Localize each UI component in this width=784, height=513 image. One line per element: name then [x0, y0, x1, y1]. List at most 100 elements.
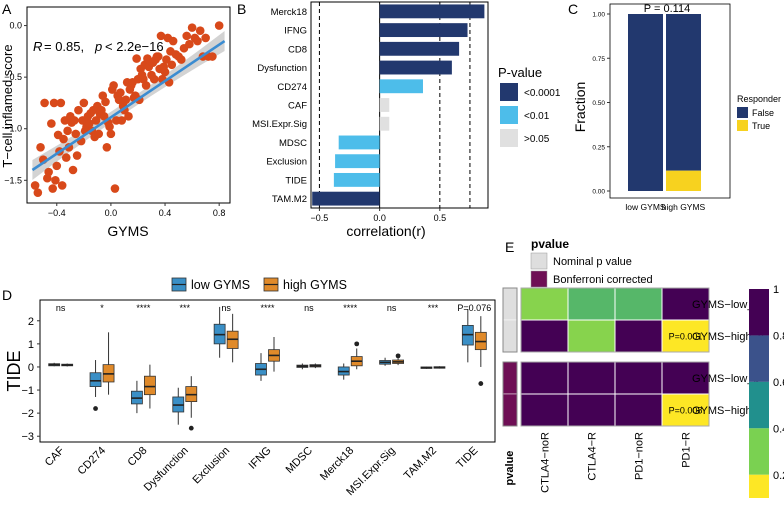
row-annotation-cell	[502, 393, 518, 427]
heatmap-cell	[520, 393, 569, 427]
category-label: CD8	[288, 44, 307, 55]
panel-a-scatter: −0.4 0.0 0.4 0.8 0.0−0.5−1.0−1.5 R = 0.85, …	[0, 6, 231, 239]
bar-true-segment	[666, 170, 701, 191]
data-point	[162, 55, 171, 64]
y-tick-label: −1.0	[4, 124, 22, 134]
data-point	[47, 119, 56, 128]
panel-e-heatmap: pvalue Nominal p value Bonferroni correct…	[502, 237, 784, 498]
panel-b-legend-title: P-value	[498, 65, 542, 80]
panel-a-xlabel: GYMS	[107, 223, 148, 239]
legend-label: True	[752, 121, 770, 131]
significance-label: ***	[180, 303, 191, 313]
data-point	[201, 33, 210, 43]
panel-a-r-value: = 0.85,	[44, 39, 84, 54]
heatmap-cell	[661, 287, 710, 321]
data-point	[30, 181, 40, 190]
category-label: CAF	[288, 101, 307, 112]
heatmap-cell	[520, 361, 569, 395]
data-point	[91, 116, 101, 125]
legend-swatch	[530, 252, 548, 270]
heatmap-cell	[661, 361, 710, 395]
x-tick-label: 0.0	[105, 208, 118, 218]
data-point	[109, 81, 118, 90]
panel-a-p-value: < 2.2e−16	[105, 39, 164, 54]
x-tick-label: 0.4	[159, 208, 172, 218]
data-point	[51, 176, 60, 185]
colorbar-tick-label: 0.8	[773, 330, 784, 342]
heatmap-cell	[520, 287, 569, 321]
colorbar-tick-label: 1	[773, 284, 779, 296]
heatmap-cell	[614, 393, 663, 427]
significance-label: ns	[56, 303, 66, 313]
data-point	[70, 116, 79, 125]
y-tick-label: 0	[28, 362, 34, 374]
legend-swatch	[737, 120, 748, 131]
y-tick-label: 1.00	[592, 12, 605, 19]
data-point	[52, 161, 62, 171]
data-point	[214, 21, 224, 30]
data-point	[56, 98, 66, 108]
correlation-bar	[379, 98, 390, 112]
category-label: IFNG	[284, 26, 307, 37]
y-tick-label: 1	[28, 339, 34, 351]
heatmap-cell	[614, 319, 663, 353]
significance-label: P=0.076	[457, 303, 491, 313]
correlation-bar	[338, 135, 380, 150]
heatmap-group-border	[520, 361, 710, 427]
data-point	[117, 116, 127, 125]
data-point	[121, 95, 131, 105]
colorbar-segment	[749, 474, 769, 498]
legend-label: low GYMS	[191, 278, 250, 292]
panel-d-ylabel: TIDE	[4, 350, 24, 391]
data-point	[79, 98, 89, 108]
data-point	[156, 31, 166, 41]
heatmap-cell	[614, 361, 663, 395]
data-point	[116, 88, 125, 97]
category-label: CAF	[43, 444, 67, 468]
data-point	[101, 97, 110, 107]
category-label: MDSC	[279, 138, 307, 149]
row-annotation-group-border	[502, 287, 518, 353]
data-point	[167, 60, 177, 70]
data-point	[141, 81, 151, 90]
column-label: PD1−noR	[634, 432, 646, 480]
x-tick-label: −0.4	[48, 208, 66, 218]
legend-label: <0.01	[524, 111, 550, 122]
row-label: GYMS−high_p	[692, 331, 764, 343]
legend-swatch	[500, 83, 518, 101]
legend-swatch	[737, 107, 748, 118]
y-tick-label: −1	[21, 385, 34, 397]
data-point	[208, 52, 217, 61]
data-point	[160, 67, 170, 77]
category-label: MSI.Expr.Sig	[252, 119, 307, 130]
category-label: IFNG	[247, 445, 274, 472]
data-point	[114, 95, 124, 105]
category-label: low GYMS	[625, 202, 665, 212]
category-label: CD8	[125, 445, 149, 469]
category-label: TAM.M2	[402, 445, 439, 482]
data-point	[105, 122, 114, 131]
row-label: GYMS−low_b	[692, 373, 760, 385]
y-tick-label: 0.75	[592, 56, 605, 63]
significance-label: ns	[304, 303, 314, 313]
data-point	[193, 36, 202, 46]
correlation-bar	[335, 154, 380, 169]
category-label: Exclusion	[266, 157, 307, 168]
y-tick-label: −2	[21, 408, 34, 420]
significance-label: ns	[387, 303, 397, 313]
column-label: CTLA4−noR	[540, 432, 552, 493]
panel-letter-c: C	[568, 1, 578, 17]
significance-label: ns	[221, 303, 231, 313]
category-label: TIDE	[454, 445, 480, 471]
box-body	[144, 375, 156, 396]
box-outlier	[93, 406, 98, 411]
category-label: CD274	[277, 82, 307, 93]
data-point	[102, 142, 112, 152]
panel-c-ylabel: Fraction	[572, 82, 588, 133]
data-point	[182, 31, 191, 41]
x-tick-label: 0.8	[213, 208, 226, 218]
data-point	[59, 134, 68, 144]
heatmap-cell	[567, 287, 616, 321]
category-label: Merck18	[318, 445, 356, 483]
